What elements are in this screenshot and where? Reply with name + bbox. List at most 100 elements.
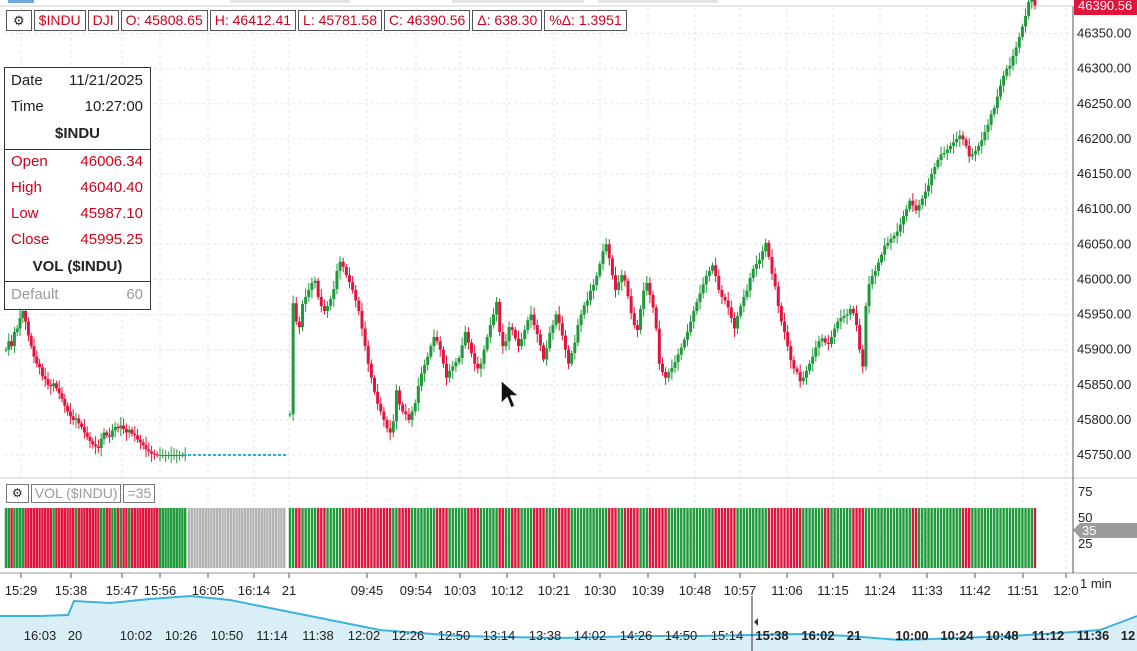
candle-body: [999, 85, 1003, 97]
y-tick-label: 46250.00: [1077, 96, 1131, 111]
candle-body: [720, 289, 724, 297]
candle-body: [973, 150, 977, 155]
y-tick-label: 46300.00: [1077, 61, 1131, 76]
candle-body: [523, 329, 527, 340]
candle-body: [995, 96, 999, 108]
tab[interactable]: [452, 0, 584, 3]
volume-bar: [310, 508, 314, 568]
candle-body: [873, 270, 877, 276]
candle-body: [316, 280, 320, 297]
candle-body: [711, 265, 715, 271]
active-tab-indicator[interactable]: [8, 0, 34, 3]
candle-body: [964, 139, 968, 146]
volume-title[interactable]: VOL ($INDU): [30, 484, 122, 503]
candle-body: [21, 310, 25, 319]
volume-bar: [470, 508, 473, 568]
candle-body: [682, 339, 686, 348]
volume-bar: [60, 508, 64, 568]
volume-bar: [789, 508, 792, 568]
candle-body: [789, 346, 793, 361]
candle-body: [923, 191, 927, 199]
overview-tick-label: 14:02: [574, 628, 607, 643]
candle-body: [1005, 68, 1009, 76]
candle-body: [626, 280, 630, 297]
candle-body: [1020, 26, 1024, 38]
candle-body: [419, 373, 423, 387]
tab[interactable]: [598, 0, 718, 3]
volume-bar: [144, 508, 148, 568]
volume-bar: [752, 508, 755, 568]
volume-bar: [88, 508, 92, 568]
volume-bar: [952, 508, 955, 568]
volume-bar: [811, 508, 814, 568]
candle-body: [35, 356, 39, 364]
candle-body: [445, 363, 448, 378]
volume-bar: [880, 508, 883, 568]
x-tick-label: 09:45: [351, 583, 384, 598]
candle-body: [482, 349, 486, 364]
volume-bar: [604, 508, 608, 568]
candle-body: [54, 383, 58, 389]
candle-body: [798, 372, 802, 382]
low-label: Low: [11, 205, 39, 222]
volume-bar: [128, 508, 131, 568]
candle-body: [63, 398, 67, 406]
volume-bar: [161, 508, 164, 568]
volume-bar: [41, 508, 44, 568]
candle-body: [579, 314, 583, 326]
volume-bar: [489, 508, 492, 568]
volume-bar: [968, 508, 971, 568]
volume-bar: [958, 508, 962, 568]
volume-bar: [277, 508, 280, 568]
tab[interactable]: [230, 0, 350, 3]
candle-body: [686, 332, 690, 340]
volume-bar: [798, 508, 802, 568]
candle-body: [986, 124, 990, 132]
volume-bar: [229, 508, 233, 568]
symbol-label[interactable]: $INDU: [33, 10, 86, 31]
candle-body: [150, 451, 154, 454]
volume-bar: [529, 508, 533, 568]
volume-bar: [49, 508, 52, 568]
candle-body: [326, 306, 330, 311]
volume-bar: [335, 508, 339, 568]
volume-bar: [410, 508, 414, 568]
volume-bar: [139, 508, 142, 568]
overview-tick-label: 14:50: [665, 628, 698, 643]
volume-bar: [307, 508, 310, 568]
candle-body: [366, 346, 370, 364]
candle-body: [451, 366, 455, 371]
gear-icon[interactable]: ⚙: [6, 484, 29, 503]
candle-body: [113, 426, 117, 431]
volume-y-tick: 75: [1078, 484, 1092, 499]
candle-series: [288, 0, 1037, 441]
candle-body: [751, 268, 755, 278]
volume-panel-header: ⚙ VOL ($INDU) =35: [6, 484, 156, 503]
candle-body: [901, 216, 905, 225]
volume-bar: [69, 508, 72, 568]
candle-body: [704, 275, 708, 285]
volume-bar: [401, 508, 404, 568]
high-value: 46040.40: [80, 179, 143, 196]
volume-bar: [805, 508, 808, 568]
candle-body: [648, 282, 652, 295]
volume-bar: [633, 508, 636, 568]
volume-bar: [13, 508, 16, 568]
candle-body: [178, 455, 182, 456]
candle-body: [413, 403, 417, 412]
volume-bar: [1005, 508, 1008, 568]
candle-body: [535, 325, 539, 335]
price-grid: [4, 8, 1073, 572]
volume-bar: [767, 508, 771, 568]
volume-bar: [1018, 508, 1021, 568]
gear-icon[interactable]: ⚙: [6, 10, 32, 31]
candle-body: [758, 259, 761, 264]
candle-body: [291, 303, 295, 415]
candle-body: [548, 332, 552, 349]
volume-bar: [116, 508, 120, 568]
candle-body: [551, 325, 555, 333]
volume-bar: [598, 508, 602, 568]
volume-bar: [899, 508, 902, 568]
volume-bar: [473, 508, 476, 568]
